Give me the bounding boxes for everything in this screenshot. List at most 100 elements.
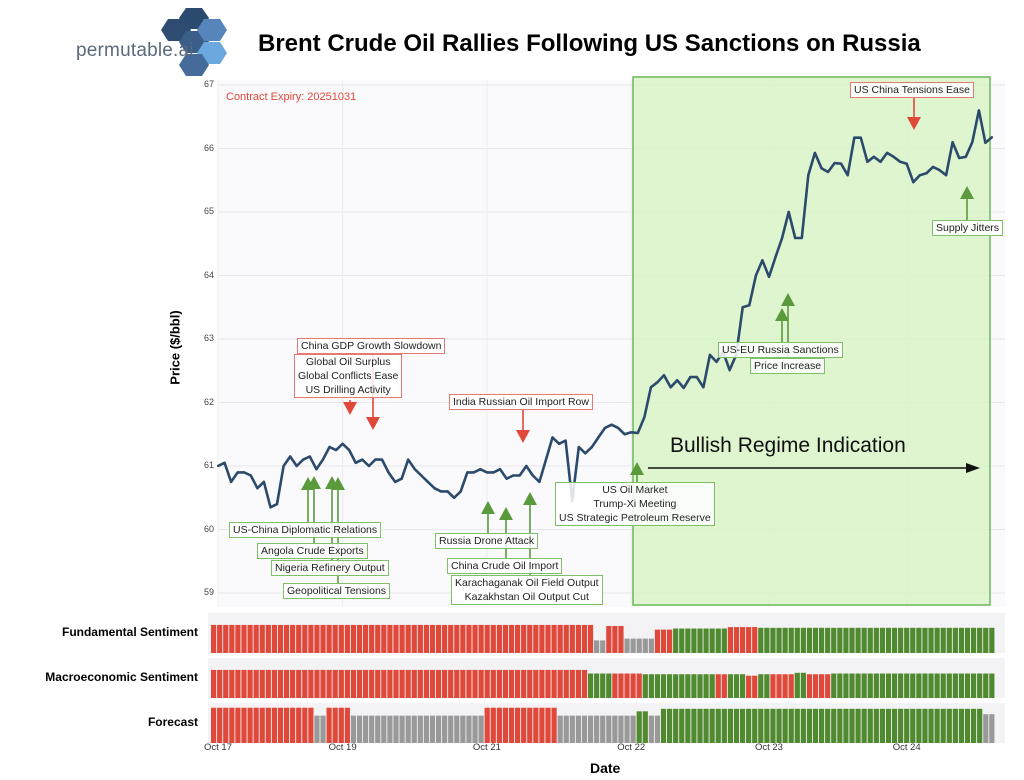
sentiment-bar-bearish bbox=[448, 669, 454, 698]
sentiment-bar-bearish bbox=[515, 707, 521, 743]
sentiment-bar-bearish bbox=[660, 629, 667, 653]
price-series bbox=[216, 109, 994, 509]
sentiment-bar-bearish bbox=[575, 624, 581, 653]
sentiment-bar-bullish bbox=[922, 708, 928, 743]
sentiment-bar-bearish bbox=[478, 624, 484, 653]
annotation-text: US Oil Market bbox=[602, 484, 668, 496]
annotation-text: Global Conflicts Ease bbox=[298, 370, 399, 382]
sentiment-bar-neutral bbox=[983, 714, 989, 743]
sentiment-bar-bullish bbox=[733, 708, 740, 743]
sentiment-bar-bearish bbox=[211, 707, 217, 743]
sentiment-bar-bullish bbox=[764, 674, 770, 698]
price-point bbox=[453, 496, 456, 499]
price-point bbox=[564, 439, 567, 442]
price-point bbox=[538, 480, 541, 483]
sentiment-bar-bearish bbox=[435, 669, 442, 698]
price-point bbox=[492, 471, 495, 474]
sentiment-bar-bearish bbox=[508, 669, 515, 698]
sentiment-bar-bullish bbox=[727, 674, 733, 698]
sentiment-bar-bearish bbox=[551, 707, 557, 743]
sentiment-bar-bearish bbox=[271, 669, 277, 698]
sentiment-bar-bullish bbox=[825, 708, 831, 743]
logo-hex bbox=[197, 19, 227, 41]
sentiment-bar-bearish bbox=[381, 669, 387, 698]
sentiment-bar-bullish bbox=[928, 708, 934, 743]
price-point bbox=[603, 426, 607, 429]
sentiment-bar-bullish bbox=[648, 674, 654, 698]
price-point bbox=[918, 174, 921, 177]
sentiment-bar-bullish bbox=[843, 708, 849, 743]
sentiment-bar-bullish bbox=[873, 708, 879, 743]
sentiment-bar-bearish bbox=[423, 669, 429, 698]
sentiment-bar-bearish bbox=[721, 674, 727, 698]
down-arrow-icon bbox=[343, 400, 357, 415]
sentiment-panel-label: Fundamental Sentiment bbox=[61, 625, 198, 639]
sentiment-bar-bullish bbox=[746, 708, 752, 743]
sentiment-bar-bullish bbox=[782, 708, 788, 743]
sentiment-bar-bearish bbox=[533, 669, 539, 698]
sentiment-bar-bullish bbox=[715, 708, 721, 743]
price-point bbox=[315, 468, 318, 471]
price-point bbox=[872, 155, 876, 158]
sentiment-bar-bullish bbox=[904, 627, 910, 653]
sentiment-bar-bullish bbox=[904, 673, 910, 698]
price-point bbox=[262, 480, 266, 483]
sentiment-bar-bearish bbox=[624, 673, 630, 698]
sentiment-bar-bearish bbox=[259, 669, 265, 698]
price-point bbox=[361, 458, 364, 461]
regime-label: Bullish Regime Indication bbox=[670, 434, 906, 457]
sentiment-bar-bearish bbox=[569, 669, 575, 698]
sentiment-bar-bearish bbox=[247, 707, 253, 743]
price-point bbox=[833, 162, 836, 165]
price-point bbox=[807, 174, 810, 177]
annotation-text: Global Oil Surplus bbox=[305, 356, 391, 368]
sentiment-bar-bullish bbox=[770, 627, 776, 653]
sentiment-bar-bullish bbox=[898, 627, 904, 653]
sentiment-bar-bullish bbox=[861, 673, 867, 698]
annotation-box: US Oil Market Trump-Xi Meeting US Strategi… bbox=[555, 482, 715, 526]
sentiment-bar-neutral bbox=[575, 715, 581, 743]
sentiment-bar-bearish bbox=[387, 624, 393, 653]
sentiment-bar-bearish bbox=[484, 624, 490, 653]
sentiment-bar-bearish bbox=[752, 675, 758, 698]
price-point bbox=[230, 480, 233, 483]
annotation-text: Kazakhstan Oil Output Cut bbox=[464, 591, 589, 603]
sentiment-bar-bearish bbox=[423, 624, 429, 653]
sentiment-bar-bullish bbox=[910, 673, 916, 698]
annotation-box: US-China Diplomatic Relations bbox=[229, 522, 382, 538]
price-point bbox=[400, 477, 403, 480]
sentiment-bar-bullish bbox=[654, 674, 661, 698]
sentiment-bar-bearish bbox=[618, 673, 624, 698]
sentiment-bar-neutral bbox=[466, 715, 472, 743]
sentiment-bar-bearish bbox=[344, 624, 350, 653]
annotation-text: Russia Drone Attack bbox=[439, 535, 535, 547]
price-point bbox=[439, 490, 443, 493]
sentiment-bar-bearish bbox=[302, 669, 308, 698]
sentiment-bar-bullish bbox=[971, 627, 977, 653]
price-point bbox=[216, 464, 220, 468]
y-tick-label: 62 bbox=[203, 396, 214, 407]
contract-expiry-note: Contract Expiry: 20251031 bbox=[226, 91, 357, 103]
sentiment-bar-bearish bbox=[490, 669, 496, 698]
sentiment-bar-bullish bbox=[940, 627, 946, 653]
sentiment-bar-bullish bbox=[788, 708, 794, 743]
sentiment-bar-bullish bbox=[709, 628, 715, 653]
sentiment-bar-bullish bbox=[691, 628, 697, 653]
sentiment-bar-bullish bbox=[758, 708, 764, 743]
sentiment-bar-bearish bbox=[545, 707, 551, 743]
sentiment-bar-neutral bbox=[417, 715, 423, 743]
x-axis-label: Date bbox=[590, 760, 621, 776]
sentiment-bar-bearish bbox=[667, 629, 673, 653]
sentiment-bar-bearish bbox=[460, 624, 466, 653]
sentiment-bar-neutral bbox=[405, 715, 411, 743]
sentiment-bar-bearish bbox=[326, 707, 332, 743]
sentiment-bar-bearish bbox=[527, 624, 533, 653]
price-point bbox=[754, 274, 757, 277]
sentiment-bar-bullish bbox=[660, 674, 667, 698]
annotation-box: Karachaganak Oil Field Output Kazakhstan … bbox=[451, 575, 603, 605]
sentiment-bar-neutral bbox=[594, 715, 600, 743]
price-point bbox=[656, 381, 659, 384]
price-point bbox=[256, 487, 259, 490]
sentiment-bar-bullish bbox=[977, 708, 983, 743]
sentiment-bar-bullish bbox=[806, 627, 813, 653]
